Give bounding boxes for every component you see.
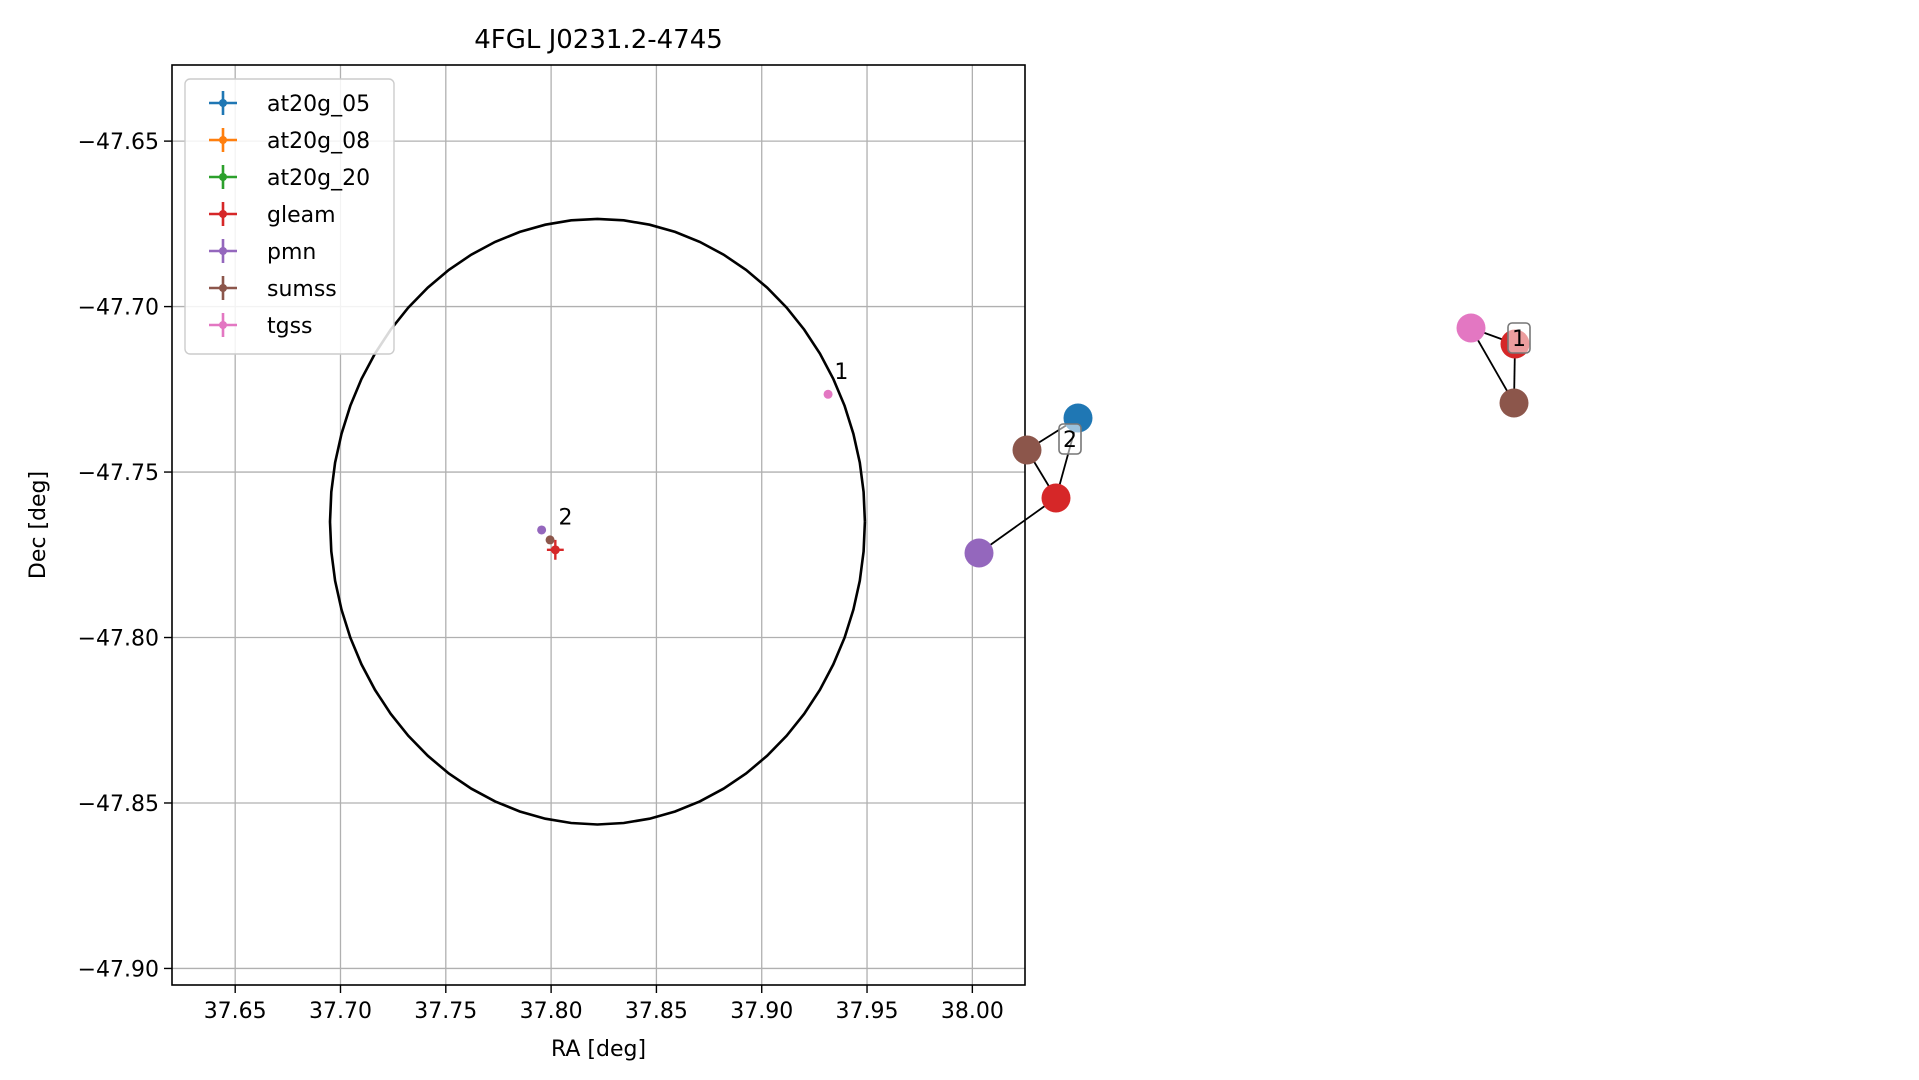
legend-label: at20g_05 (267, 92, 370, 117)
x-tick-label: 37.85 (625, 999, 688, 1024)
x-tick-label: 37.80 (520, 999, 583, 1024)
x-tick-label: 37.65 (204, 999, 267, 1024)
legend-label: sumss (267, 277, 337, 302)
y-tick-label: −47.70 (78, 296, 159, 321)
sky-plot: 12 37.65 37.70 37.75 37.80 37.85 37.90 37.95 38… (26, 25, 1026, 1062)
graph-label-box (1058, 423, 1082, 455)
y-tick-label: −47.90 (78, 957, 159, 982)
plot-title: 4FGL J0231.2-4745 (474, 25, 723, 55)
legend-label: at20g_20 (267, 166, 370, 191)
legend-entry-gleam: gleam (209, 202, 336, 228)
legend-entry-at20g_05: at20g_05 (209, 91, 370, 117)
legend-swatch-marker (219, 99, 227, 107)
graph-node (1499, 388, 1529, 418)
annotation-layer: 12 (558, 360, 848, 531)
graph-edge (978, 497, 1057, 554)
y-axis-label: Dec [deg] (26, 471, 51, 579)
match-graph: 12 (964, 313, 1531, 568)
y-tick-label: −47.65 (78, 130, 159, 155)
x-tick-label: 37.90 (730, 999, 793, 1024)
graph-node (1041, 483, 1071, 513)
legend-entry-pmn: pmn (209, 239, 316, 265)
pmn-point (537, 525, 547, 535)
tgss-point (823, 389, 833, 399)
graph-label: 2 (1058, 423, 1082, 455)
legend-entry-sumss: sumss (209, 276, 337, 302)
source-annotation: 2 (558, 506, 572, 531)
legend-entry-tgss: tgss (209, 313, 313, 339)
tgss-marker (823, 389, 833, 399)
legend-swatch-marker (219, 284, 227, 292)
axes-frame (171, 64, 1026, 986)
legend-entry-at20g_08: at20g_08 (209, 128, 370, 154)
gleam-marker (550, 545, 560, 555)
x-axis-label: RA [deg] (551, 1037, 646, 1062)
legend-label: gleam (267, 203, 336, 228)
graph-label-text: 1 (1512, 327, 1526, 352)
points-layer (537, 389, 833, 560)
source-annotation: 1 (834, 360, 848, 385)
x-tick-label: 37.70 (309, 999, 372, 1024)
legend-swatch-marker (219, 173, 227, 181)
graph-node (1456, 313, 1486, 343)
graph-node (1012, 435, 1042, 465)
pmn-marker (537, 525, 547, 535)
legend-box (184, 78, 395, 355)
x-ticks: 37.65 37.70 37.75 37.80 37.85 37.90 37.95 38.00 (204, 985, 1004, 1024)
legend-swatch-marker (219, 247, 227, 255)
sumss-marker (545, 535, 555, 545)
x-tick-label: 37.95 (836, 999, 899, 1024)
legend-label: pmn (267, 240, 316, 265)
y-tick-label: −47.85 (78, 792, 159, 817)
y-tick-label: −47.75 (78, 461, 159, 486)
x-tick-label: 38.00 (941, 999, 1004, 1024)
graph-node (964, 538, 994, 568)
y-ticks: −47.65 −47.70 −47.75 −47.80 −47.85 −47.90 (78, 130, 172, 982)
graph-label-box (1507, 322, 1531, 354)
legend-entry-at20g_20: at20g_20 (209, 165, 370, 191)
legend-label: at20g_08 (267, 129, 370, 154)
legend-label: tgss (267, 314, 313, 339)
sumss-point (545, 535, 555, 545)
graph-label-text: 2 (1063, 428, 1077, 453)
gleam-point (546, 539, 564, 560)
x-tick-label: 37.75 (414, 999, 477, 1024)
y-tick-label: −47.80 (78, 627, 159, 652)
legend-swatch-marker (219, 136, 227, 144)
localization-ellipse (328, 217, 867, 826)
graph-labels-layer: 12 (1058, 322, 1531, 455)
ellipse-layer (328, 217, 867, 826)
graph-label: 1 (1507, 322, 1531, 354)
legend-swatch-marker (219, 321, 227, 329)
legend-swatch-marker (219, 210, 227, 218)
